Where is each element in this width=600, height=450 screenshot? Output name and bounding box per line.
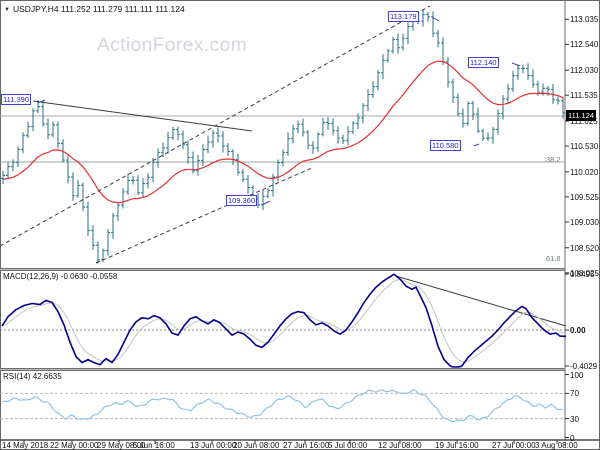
price-tag-connector <box>511 62 521 67</box>
symbol-dropdown-icon[interactable]: ▼ <box>4 7 10 13</box>
watermark: ActionForex.com <box>97 35 248 56</box>
price-axis-label: 109.525 <box>570 193 599 202</box>
price-tag-connector <box>37 99 46 104</box>
time-axis-label: 14 May 2018 <box>2 441 49 450</box>
price-axis-label: 111.535 <box>570 91 598 100</box>
time-axis-label: 27 Jul 00:00 <box>492 441 536 450</box>
rsi-label: RSI(14) 42.6635 <box>3 372 62 381</box>
time-axis-label: 29 May 08:00 <box>97 441 146 450</box>
time-axis-label: 5 Jun 16:00 <box>133 441 175 450</box>
macd-signal-line <box>1 279 567 363</box>
rsi-axis-label: 30 <box>570 415 579 424</box>
macd-axis-label: 0.00 <box>570 326 586 335</box>
price-tag-connector <box>431 16 440 22</box>
moving-average-line <box>2 60 564 204</box>
rsi-axis-label: 100 <box>570 371 584 380</box>
price-tag-connector <box>261 200 271 206</box>
price-tag: 110.580 <box>430 140 461 151</box>
price-axis-label: 112.030 <box>570 66 599 75</box>
symbol-timeframe: USDJPY,H4 <box>12 4 59 14</box>
macd-axis-label: -0.4029 <box>570 362 598 371</box>
price-tag: 113.179 <box>388 11 419 22</box>
price-tag: 112.140 <box>468 57 499 68</box>
price-axis-label: 110.020 <box>570 168 599 177</box>
trendline-dashed <box>95 166 315 264</box>
rsi-axis-label: 0 <box>570 434 575 443</box>
time-axis-label: 3 Aug 08:00 <box>535 441 578 450</box>
ohlc-values: 111.252 111.279 111.111 111.124 <box>61 4 185 14</box>
time-axis-label: 19 Jul 16:00 <box>435 441 479 450</box>
price-tag: 111.390 <box>1 94 31 105</box>
price-tag: 109.360 <box>226 195 258 206</box>
price-axis-label: 113.035 <box>570 15 599 24</box>
time-axis-label: 27 Jun 16:00 <box>283 441 330 450</box>
price-axis-label: 110.530 <box>570 142 599 151</box>
rsi-line <box>1 388 564 423</box>
macd-axis-label: 0.5495 <box>570 270 595 279</box>
rsi-axis-label: 70 <box>570 389 579 398</box>
price-tag-connector <box>473 143 480 147</box>
time-axis-label: 12 Jul 08:00 <box>378 441 422 450</box>
panel-divider <box>0 268 565 271</box>
price-axis-label: 108.025 <box>570 269 599 278</box>
time-axis-label: 5 Jul 00:00 <box>328 441 368 450</box>
trendline-solid <box>32 100 253 132</box>
current-price-tag: 111.124 <box>566 110 596 121</box>
price-axis-label: 109.030 <box>570 218 599 227</box>
fib-level-label: 61.8 <box>546 254 561 263</box>
time-axis-label: 22 May 00:00 <box>50 441 99 450</box>
macd-main-line <box>1 273 567 368</box>
time-axis-label: 13 Jun 00:00 <box>190 441 237 450</box>
price-axis-label: 111.025 <box>570 117 598 126</box>
panel-divider <box>0 368 565 371</box>
price-axis-label: 108.520 <box>570 244 599 253</box>
fib-level-label: 38.2 <box>546 155 561 164</box>
symbol-title[interactable]: ▼ USDJPY,H4 111.252 111.279 111.111 111.1… <box>4 4 185 14</box>
price-axis-label: 112.540 <box>570 40 599 49</box>
macd-label: MACD(12,26,9) -0.0630 -0.0558 <box>3 272 118 281</box>
time-axis-label: 20 Jun 08:00 <box>233 441 280 450</box>
